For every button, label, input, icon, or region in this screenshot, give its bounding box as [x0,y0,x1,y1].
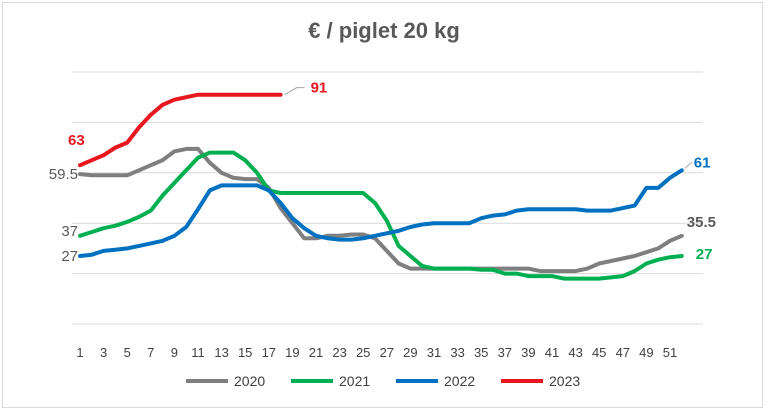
x-tick-label: 25 [356,345,370,360]
x-tick-label: 37 [498,345,512,360]
x-tick-label: 7 [147,345,154,360]
chart-title: € / piglet 20 kg [308,18,460,43]
series-line-2020 [78,146,684,274]
x-tick-label: 17 [262,345,276,360]
series-lines [78,92,684,281]
legend-label-2022: 2022 [444,373,475,389]
y-callout-label: 37 [61,223,78,240]
y-callout-labels: 59.5 37 27 [49,166,78,265]
x-axis-ticks: 1 3 5 7 9 11 13 15 17 19 21 23 25 27 29 31 33 35 37 39 41 43 4… [76,345,677,360]
end-label-2022: 61 [694,154,711,171]
x-tick-label: 47 [616,345,630,360]
x-tick-label: 43 [568,345,582,360]
y-callout-label: 59.5 [49,166,78,183]
series-line-2021 [78,150,684,281]
leader-line [684,161,693,169]
end-label-2020: 35.5 [687,214,716,231]
x-tick-label: 3 [100,345,107,360]
x-tick-label: 35 [474,345,488,360]
x-tick-label: 5 [124,345,131,360]
x-tick-label: 49 [639,345,653,360]
x-tick-label: 15 [238,345,252,360]
x-tick-label: 21 [309,345,323,360]
series-line-2022 [78,168,684,258]
end-label-2023: 91 [311,80,328,97]
x-tick-label: 51 [663,345,677,360]
end-label-2021: 27 [696,246,713,263]
start-label-2023: 63 [68,132,85,149]
x-tick-label: 13 [214,345,228,360]
x-tick-label: 45 [592,345,606,360]
x-tick-label: 9 [171,345,178,360]
x-tick-label: 11 [191,345,205,360]
leader-line [284,87,305,96]
legend-label-2021: 2021 [339,373,370,389]
x-tick-label: 33 [450,345,464,360]
x-tick-label: 41 [545,345,559,360]
x-tick-label: 39 [521,345,535,360]
data-labels: 63 91 61 35.5 27 [68,80,716,263]
y-callout-label: 27 [61,248,78,265]
x-tick-label: 31 [427,345,441,360]
legend: 2020 2021 2022 2023 [186,373,580,389]
x-tick-label: 29 [403,345,417,360]
legend-label-2020: 2020 [234,373,265,389]
chart-frame [2,2,763,408]
x-tick-label: 19 [285,345,299,360]
legend-label-2023: 2023 [549,373,580,389]
x-tick-label: 27 [380,345,394,360]
x-tick-label: 23 [332,345,346,360]
gridlines [72,71,703,325]
x-tick-label: 1 [76,345,83,360]
series-line-2023 [78,92,283,168]
